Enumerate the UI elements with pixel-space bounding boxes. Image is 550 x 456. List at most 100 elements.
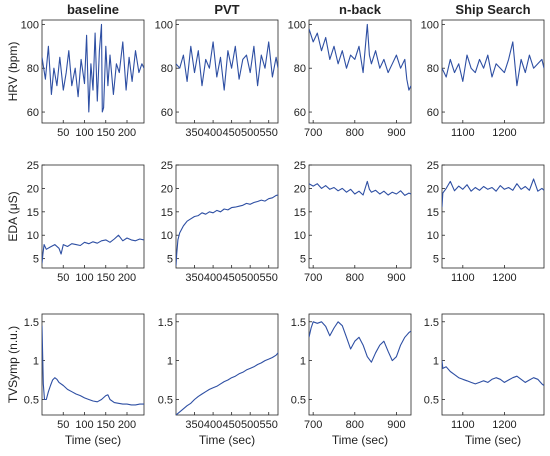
panel-r1-c1-xtick-label-3: 500 (241, 272, 259, 284)
panel-r2-c2-xlabel: Time (sec) (332, 433, 388, 447)
panel-r0-c0-ytick-label-0: 60 (27, 107, 39, 119)
panel-r2-c0-axes-frame (41, 313, 145, 416)
panel-r2-c0-ytick-label-1: 1 (33, 356, 39, 368)
panel-r2-c1-ytick-label-0: 0.5 (158, 394, 173, 406)
panel-r1-c2-ytick-label-3: 20 (294, 183, 306, 195)
panel-r2-c1-ytick-label-1: 1 (167, 356, 173, 368)
panel-r2-c3-ytick-label-1: 1 (433, 356, 439, 368)
panel-r1-c0-axes-frame (41, 164, 145, 269)
panel-r0-c2-xtick-label-1: 800 (346, 127, 364, 139)
panel-r2-c2-series-line (309, 321, 411, 363)
panel-r1-c1-xtick-label-2: 450 (222, 272, 240, 284)
panel-r2-c3: 1100 1200 0.5 1 1.5 Time (sec) (424, 313, 545, 447)
panel-r0-c1-ytick-label-2: 100 (155, 19, 173, 31)
panel-r0-c2-ytick-label-2: 100 (288, 19, 306, 31)
panel-r2-c2-xtick-label-2: 900 (387, 419, 405, 431)
panel-r2-c0-ytick-label-2: 1.5 (24, 317, 39, 329)
panel-r1-c3-xtick-label-0: 1100 (451, 272, 475, 284)
panel-r1-c0-xtick-label-2: 150 (97, 272, 115, 284)
panel-r2-c0-xlabel: Time (sec) (65, 433, 121, 447)
panel-r1-c0-ytick-label-0: 5 (33, 254, 39, 266)
panel-r2-c3-ytick-label-0: 0.5 (424, 394, 439, 406)
panel-r1-c0-ylabel: EDA (μS) (6, 191, 20, 241)
panel-r0-c1-xtick-label-1: 400 (204, 127, 222, 139)
panel-r0-c2-xtick-label-0: 700 (304, 127, 322, 139)
panel-r2-c0-xtick-label-3: 200 (118, 419, 136, 431)
panel-r2-c0-xtick-label-0: 50 (57, 419, 69, 431)
panel-r0-c2: 700 800 900 60 80 100 n-back (288, 2, 412, 139)
panel-r2-c1-series-line (176, 352, 278, 415)
panel-r1-c1-ytick-label-1: 10 (161, 230, 173, 242)
panel-r0-c0-ytick-label-1: 80 (27, 63, 39, 75)
panel-r1-c3-xtick-label-1: 1200 (492, 272, 516, 284)
panel-r0-c1: 350 400 450 500 550 60 80 100 PVT (155, 2, 279, 139)
panel-r1-c3-axes-frame (441, 164, 545, 269)
panel-r0-c0-ylabel: HRV (bpm) (6, 42, 20, 102)
panel-r0-c0-axes-frame (41, 19, 145, 124)
panel-r1-c0-xtick-label-3: 200 (118, 272, 136, 284)
panel-r1-c1-xtick-label-1: 400 (204, 272, 222, 284)
panel-r1-c1-ytick-label-0: 5 (167, 254, 173, 266)
panel-r2-c0: 50 100 150 200 0.5 1 1.5 TVSymp (n.u.) Time (sec… (6, 313, 145, 447)
panel-r0-c0-series-line (42, 23, 144, 113)
panel-r2-c2-xtick-label-1: 800 (346, 419, 364, 431)
panel-r2-c3-xlabel: Time (sec) (465, 433, 521, 447)
panel-r0-c3-ytick-label-0: 60 (427, 107, 439, 119)
panel-r2-c2: 700 800 900 0.5 1 1.5 Time (sec) (291, 313, 412, 447)
panel-r0-c0-title: baseline (67, 2, 119, 17)
panel-r1-c0-xtick-label-1: 100 (75, 272, 93, 284)
panel-r0-c1-series-line (176, 41, 278, 91)
panel-r0-c2-xtick-label-2: 900 (387, 127, 405, 139)
panel-r1-c2-ytick-label-2: 15 (294, 207, 306, 219)
panel-r0-c3-ytick-label-1: 80 (427, 63, 439, 75)
panel-r1-c2-ytick-label-1: 10 (294, 230, 306, 242)
panel-r2-c1-xtick-label-4: 550 (260, 419, 278, 431)
panel-r2-c2-ytick-label-1: 1 (300, 356, 306, 368)
panel-r0-c1-title: PVT (214, 2, 239, 17)
panel-r1-c0-series-line (42, 234, 144, 264)
panel-r1-c1-xtick-label-4: 550 (260, 272, 278, 284)
panel-r0-c1-xtick-label-4: 550 (260, 127, 278, 139)
panel-r1-c1-ytick-label-4: 25 (161, 160, 173, 172)
panel-r0-c0-xtick-label-3: 200 (118, 127, 136, 139)
panel-r2-c1-xtick-label-2: 450 (222, 419, 240, 431)
panel-r1-c3-series-line (442, 178, 544, 208)
panel-r0-c1-xtick-label-3: 500 (241, 127, 259, 139)
panel-r1-c3-ytick-label-2: 15 (427, 207, 439, 219)
panel-r0-c2-ytick-label-0: 60 (294, 107, 306, 119)
panel-r1-c3: 1100 1200 5 10 15 20 25 (427, 160, 545, 284)
panel-r2-c1-xlabel: Time (sec) (199, 433, 255, 447)
panel-r0-c1-axes-frame (175, 19, 279, 124)
panel-r1-c1-ytick-label-3: 20 (161, 183, 173, 195)
panel-r0-c1-ytick-label-1: 80 (161, 63, 173, 75)
panel-r0-c1-xtick-label-0: 350 (185, 127, 203, 139)
panel-r2-c2-ytick-label-2: 1.5 (291, 317, 306, 329)
panel-r2-c2-xtick-label-0: 700 (304, 419, 322, 431)
panel-r0-c3-xtick-label-0: 1100 (451, 127, 475, 139)
panel-r0-c1-xtick-label-2: 450 (222, 127, 240, 139)
panel-r0-c3-ytick-label-2: 100 (421, 19, 439, 31)
panel-r2-c3-xtick-label-1: 1200 (492, 419, 516, 431)
panel-r1-c2-axes-frame (308, 164, 412, 269)
panel-r1-c3-ytick-label-3: 20 (427, 183, 439, 195)
panel-r0-c0: 50 100 150 200 60 80 100 baseline HRV (bpm) (6, 2, 145, 139)
panel-r0-c2-series-line (309, 23, 411, 91)
panel-r1-c2-xtick-label-1: 800 (346, 272, 364, 284)
panel-r1-c0-ytick-label-3: 20 (27, 183, 39, 195)
panel-r0-c0-xtick-label-2: 150 (97, 127, 115, 139)
panel-r0-c3-xtick-label-1: 1200 (492, 127, 516, 139)
panel-r0-c3: 1100 1200 60 80 100 Ship Search (421, 2, 545, 139)
panel-r0-c3-series-line (442, 41, 544, 87)
panel-r2-c0-ylabel: TVSymp (n.u.) (6, 326, 20, 403)
panel-r1-c2-series-line (309, 180, 411, 196)
panel-r1-c0-ytick-label-1: 10 (27, 230, 39, 242)
panel-r1-c2: 700 800 900 5 10 15 20 25 (294, 160, 412, 284)
panel-r0-c0-ytick-label-2: 100 (21, 19, 39, 31)
panel-r2-c0-xtick-label-1: 100 (75, 419, 93, 431)
panel-r1-c1-series-line (176, 194, 278, 266)
panel-r1-c3-ytick-label-4: 25 (427, 160, 439, 172)
panel-r0-c2-title: n-back (339, 2, 382, 17)
panel-r2-c1-ytick-label-2: 1.5 (158, 317, 173, 329)
panel-r2-c0-series-line (42, 325, 144, 406)
panel-r0-c0-xtick-label-0: 50 (57, 127, 69, 139)
